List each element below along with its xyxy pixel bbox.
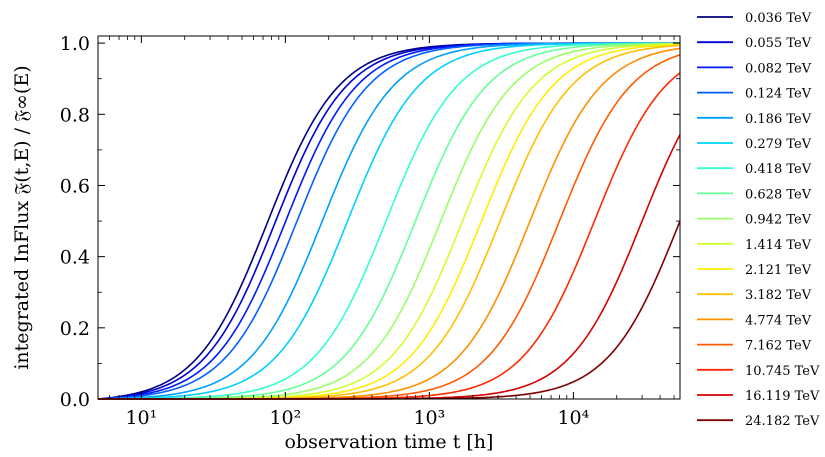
series-line-7	[97, 42, 681, 400]
x-axis-label: observation time t [h]	[285, 431, 494, 453]
curves-layer	[97, 42, 681, 400]
legend-label: 0.186 TeV	[745, 112, 812, 127]
legend-label: 10.745 TeV	[745, 364, 820, 379]
legend-label: 0.279 TeV	[745, 137, 812, 152]
legend-label: 0.055 TeV	[745, 36, 812, 51]
plot-area-frame	[97, 35, 681, 400]
legend-label: 3.182 TeV	[745, 288, 812, 303]
x-tick-label: 10³	[413, 407, 445, 429]
legend-label: 24.182 TeV	[745, 414, 820, 429]
legend-label: 2.121 TeV	[745, 263, 812, 278]
y-tick-label: 0.2	[60, 318, 90, 340]
series-line-17	[98, 220, 681, 400]
legend-label: 4.774 TeV	[745, 313, 812, 328]
legend-label: 0.942 TeV	[745, 213, 812, 228]
legend-label: 7.162 TeV	[745, 339, 812, 354]
series-line-6	[97, 42, 680, 400]
legend-label: 0.628 TeV	[745, 187, 812, 202]
y-tick-label: 0.4	[60, 247, 90, 269]
legend-label: 16.119 TeV	[745, 389, 820, 404]
y-tick-label: 0.6	[60, 175, 90, 197]
series-line-10	[98, 43, 681, 400]
x-tick-label: 10²	[269, 407, 301, 429]
series-line-11	[98, 43, 681, 400]
axis-ticks: 10¹ 10² 10³ 10⁴ 0.0 0.2 0.4 0.6 0.8 1.0	[60, 33, 680, 429]
legend-label: 0.036 TeV	[745, 11, 812, 26]
series-line-15	[98, 72, 681, 400]
y-axis-label: integrated InFlux 𝔉(t,E) / 𝔉∞(E)	[11, 65, 33, 369]
y-tick-label: 1.0	[60, 33, 90, 55]
x-tick-label: 10¹	[125, 407, 157, 429]
legend: 0.036 TeV 0.055 TeV 0.082 TeV 0.124 TeV 0.18…	[697, 11, 820, 429]
x-tick-label: 10⁴	[557, 407, 589, 429]
legend-label: 1.414 TeV	[745, 238, 812, 253]
series-line-12	[98, 44, 681, 400]
y-tick-label: 0.8	[60, 104, 90, 126]
legend-label: 0.124 TeV	[745, 87, 812, 102]
legend-label: 0.082 TeV	[745, 61, 812, 76]
legend-label: 0.418 TeV	[745, 162, 812, 177]
y-tick-label: 0.0	[60, 389, 90, 411]
